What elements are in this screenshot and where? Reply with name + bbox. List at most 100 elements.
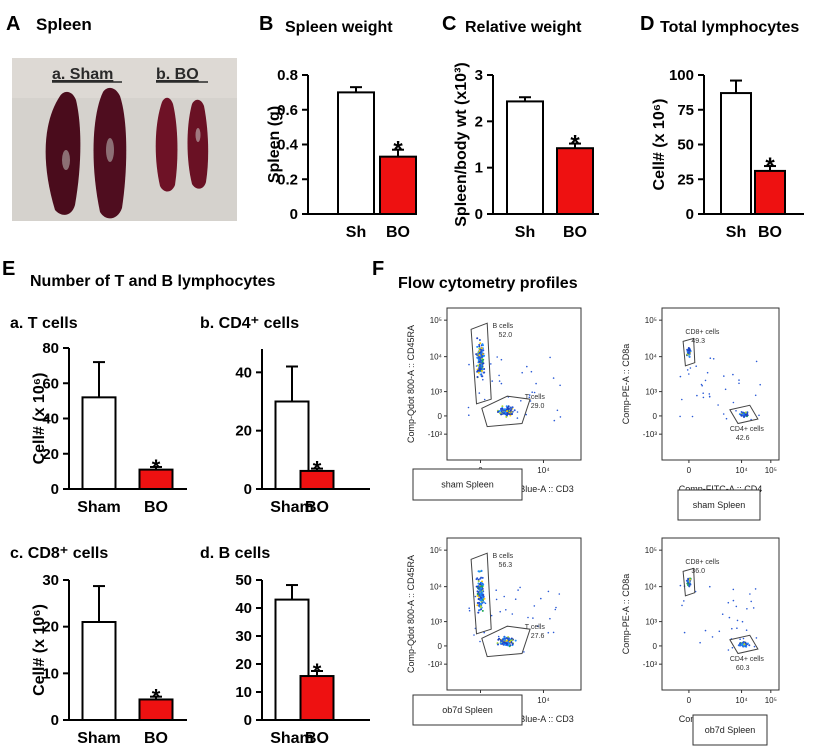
event-dot [480, 587, 483, 590]
event-dot [468, 607, 471, 609]
event-dot [497, 643, 499, 646]
chart-title: Relative weight [465, 19, 582, 36]
event-dot [479, 605, 482, 608]
x-tick-label: 10⁴ [735, 466, 748, 475]
y-tick-label: 100 [669, 67, 694, 84]
event-dot [745, 629, 748, 631]
event-dot [477, 371, 480, 374]
y-tick-label: 3 [475, 67, 483, 84]
event-dot [687, 581, 690, 584]
event-dot [478, 343, 481, 346]
event-dot [699, 641, 701, 644]
y-tick-label: 0 [290, 206, 298, 223]
event-dot [478, 392, 481, 394]
y-tick-label: -10³ [428, 660, 443, 669]
event-dot [476, 604, 479, 607]
event-dot [483, 601, 485, 604]
event-dot [511, 406, 514, 409]
significance-marker: * [765, 153, 775, 180]
y-axis-label: Spleen/body wt (x10³) [453, 62, 470, 226]
event-dot [533, 605, 536, 607]
event-dot [474, 595, 477, 598]
photo-label-bo: b. BO [156, 66, 199, 83]
event-dot [686, 369, 689, 371]
event-dot [738, 379, 740, 381]
significance-marker: * [313, 659, 322, 684]
event-dot [504, 411, 507, 414]
y-tick-label: 0 [51, 712, 59, 729]
y-tick-label: 0.2 [277, 171, 298, 188]
x-tick-label: Sham [270, 730, 314, 747]
event-dot [701, 384, 703, 387]
event-dot [473, 634, 475, 636]
event-dot [530, 370, 533, 373]
event-dot [688, 347, 691, 350]
event-dot [501, 405, 504, 408]
event-dot [688, 355, 691, 358]
event-dot [478, 360, 481, 363]
gate-polygon [682, 567, 696, 597]
event-dot [482, 378, 484, 381]
gate-name: CD4+ cells [730, 426, 765, 433]
event-dot [501, 409, 503, 411]
event-dot [683, 631, 686, 634]
event-dot [507, 644, 510, 647]
gate-name: CD8+ cells [685, 559, 720, 566]
event-dot [477, 602, 480, 604]
y-tick-label: 10⁵ [430, 316, 442, 325]
event-dot [739, 638, 741, 640]
bar-sham [81, 396, 117, 491]
event-dot [499, 409, 502, 412]
event-dot [506, 412, 509, 415]
chart-t-cells: a. T cells 0 20 40 60 80 Cell# (x 10⁶) Sham BO * [10, 315, 187, 516]
event-dot [717, 404, 719, 406]
event-dot [547, 590, 550, 593]
event-dot [501, 638, 504, 641]
event-dot [510, 408, 513, 411]
event-dot [540, 597, 542, 600]
event-dot [480, 347, 483, 350]
gate-percentage: 27.6 [531, 633, 545, 640]
event-dot [479, 583, 482, 586]
event-dot [531, 391, 533, 394]
y-tick-label: 10 [42, 665, 59, 682]
y-axis-label: Cell# (x 10⁶) [651, 99, 668, 191]
event-dot [754, 588, 757, 590]
event-dot [704, 629, 707, 632]
event-dot [679, 415, 681, 418]
x-tick-label: BO [305, 499, 329, 516]
event-dot [732, 373, 734, 376]
event-dot [508, 637, 510, 640]
y-axis-label: Comp-PE-A :: CD8a [621, 574, 631, 655]
event-dot [479, 373, 482, 376]
x-tick-label: 10⁴ [537, 466, 550, 475]
flow-plot-sham-cd3-cd45ra: -10³010³10⁴10⁵010⁴Comp-Cascade Blue-A ::… [406, 307, 582, 501]
event-dot [750, 600, 752, 603]
event-dot [506, 642, 508, 645]
gate-polygon [729, 634, 759, 655]
panel-e-title: Number of T and B lymphocytes [30, 273, 275, 290]
event-dot [478, 369, 481, 372]
photo-top-tone [12, 58, 237, 98]
event-dot [728, 616, 731, 619]
event-dot [738, 382, 740, 385]
x-tick-label: BO [386, 224, 410, 241]
event-dot [481, 609, 484, 612]
event-dot [468, 609, 471, 612]
y-tick-label: 20 [235, 423, 252, 440]
chart-cd8-cells: c. CD8⁺ cells 0 10 20 30 Cell# (x 10⁶) Sham BO * [10, 545, 187, 747]
event-dot [755, 637, 758, 639]
flow-plot-bo-cd3-cd45ra: -10³010³10⁴10⁵010⁴Comp-Cascade Blue-A ::… [406, 537, 582, 726]
event-dot [742, 637, 745, 640]
event-dot [481, 343, 484, 346]
plot-frame [661, 307, 780, 461]
event-dot [708, 396, 711, 398]
y-tick-label: 10⁵ [430, 546, 442, 555]
event-dot [691, 415, 694, 418]
event-dot [735, 410, 737, 412]
x-tick-label: 10⁵ [765, 466, 777, 475]
sample-name-box [412, 468, 523, 501]
y-tick-label: 0 [438, 642, 443, 651]
event-dot [479, 363, 482, 366]
